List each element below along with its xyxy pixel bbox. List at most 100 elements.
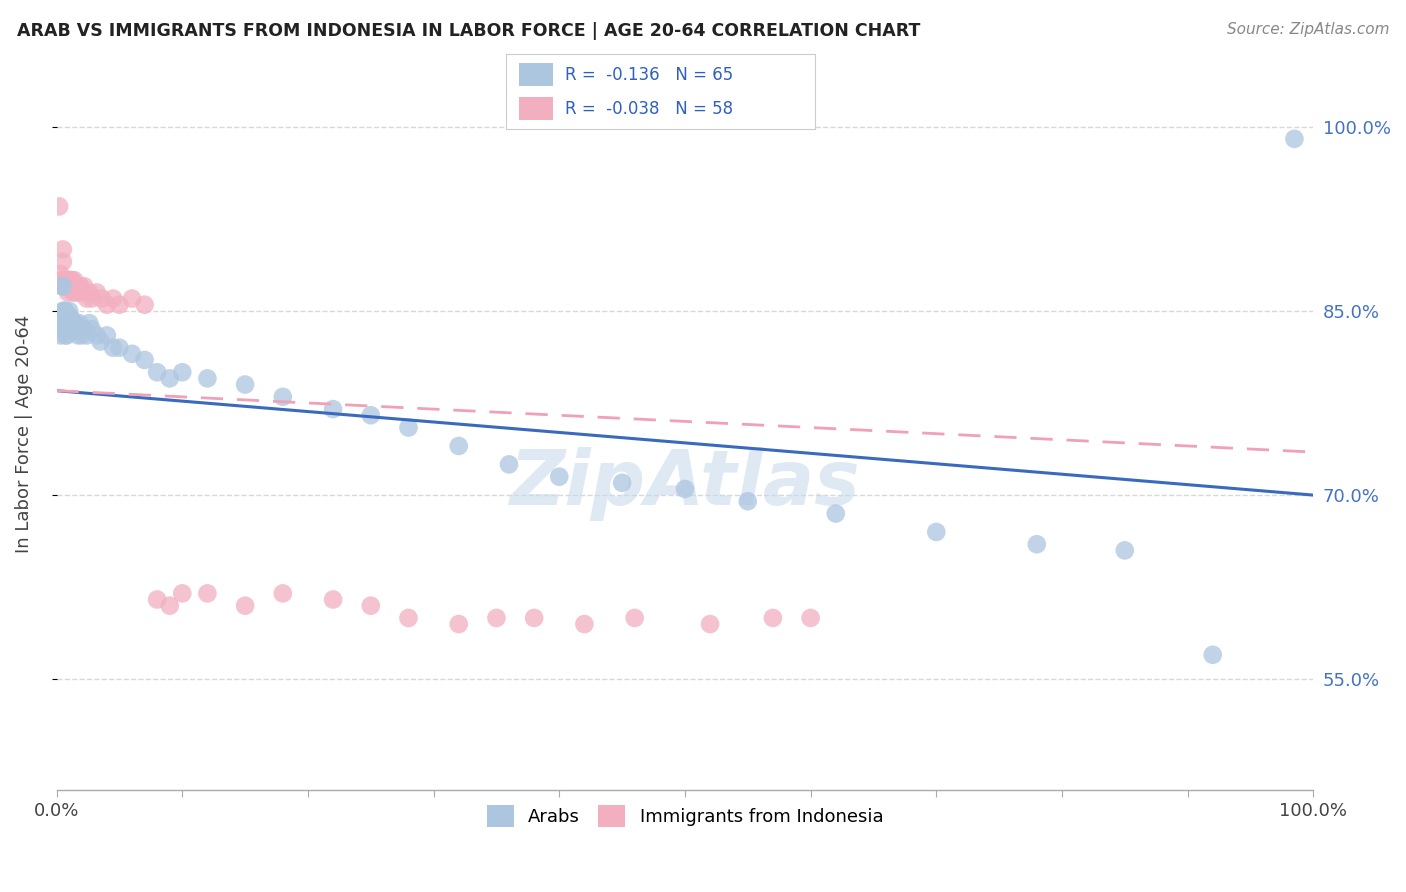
- Point: [108, 341, 131, 355]
- Point: [121, 292, 143, 306]
- Point: [574, 617, 596, 632]
- Point: [233, 599, 256, 613]
- Point: [73, 322, 96, 336]
- Point: [485, 611, 508, 625]
- Point: [55, 310, 77, 324]
- Point: [86, 328, 108, 343]
- Point: [1025, 537, 1047, 551]
- Point: [66, 279, 89, 293]
- Point: [56, 322, 79, 336]
- Point: [197, 371, 219, 385]
- Point: [55, 328, 77, 343]
- Point: [59, 273, 82, 287]
- Text: R =  -0.038   N = 58: R = -0.038 N = 58: [565, 100, 733, 118]
- Point: [610, 475, 633, 490]
- Point: [121, 347, 143, 361]
- Bar: [519, 97, 553, 120]
- Point: [76, 292, 98, 306]
- Text: R =  -0.136   N = 65: R = -0.136 N = 65: [565, 66, 733, 84]
- Bar: [519, 63, 553, 87]
- Point: [69, 322, 91, 336]
- Point: [56, 285, 79, 300]
- Point: [79, 316, 101, 330]
- Point: [548, 469, 571, 483]
- Point: [60, 279, 83, 293]
- Point: [67, 316, 90, 330]
- Point: [762, 611, 785, 625]
- Point: [197, 586, 219, 600]
- Point: [134, 298, 156, 312]
- Point: [53, 273, 76, 287]
- Point: [53, 279, 76, 293]
- Point: [60, 322, 83, 336]
- Point: [62, 316, 84, 330]
- Point: [58, 303, 80, 318]
- Point: [101, 341, 124, 355]
- Point: [56, 316, 79, 330]
- Text: ARAB VS IMMIGRANTS FROM INDONESIA IN LABOR FORCE | AGE 20-64 CORRELATION CHART: ARAB VS IMMIGRANTS FROM INDONESIA IN LAB…: [17, 22, 921, 40]
- Point: [70, 285, 93, 300]
- Point: [52, 243, 75, 257]
- Point: [55, 328, 77, 343]
- Point: [60, 273, 83, 287]
- Point: [80, 292, 103, 306]
- Point: [55, 322, 77, 336]
- Point: [447, 439, 470, 453]
- Point: [90, 292, 112, 306]
- Point: [66, 322, 89, 336]
- Text: Source: ZipAtlas.com: Source: ZipAtlas.com: [1226, 22, 1389, 37]
- Point: [63, 273, 86, 287]
- Point: [55, 273, 77, 287]
- Point: [48, 316, 70, 330]
- Point: [360, 409, 382, 423]
- Point: [159, 371, 181, 385]
- Point: [108, 298, 131, 312]
- Point: [60, 316, 83, 330]
- Point: [58, 310, 80, 324]
- Point: [90, 334, 112, 349]
- Point: [58, 273, 80, 287]
- Point: [59, 279, 82, 293]
- Point: [62, 322, 84, 336]
- Point: [96, 328, 118, 343]
- Point: [55, 316, 77, 330]
- Point: [65, 316, 87, 330]
- Point: [69, 279, 91, 293]
- Point: [65, 279, 87, 293]
- Point: [49, 328, 72, 343]
- Point: [1114, 543, 1136, 558]
- Point: [55, 303, 77, 318]
- Point: [52, 279, 75, 293]
- Point: [55, 273, 77, 287]
- Point: [737, 494, 759, 508]
- Point: [146, 592, 169, 607]
- Point: [134, 353, 156, 368]
- Point: [86, 285, 108, 300]
- Point: [49, 267, 72, 281]
- Point: [51, 279, 73, 293]
- Point: [56, 279, 79, 293]
- Point: [800, 611, 823, 625]
- Point: [498, 458, 520, 472]
- Point: [1202, 648, 1225, 662]
- Point: [53, 316, 76, 330]
- Point: [55, 279, 77, 293]
- Point: [925, 524, 948, 539]
- Point: [523, 611, 546, 625]
- Point: [271, 390, 294, 404]
- Point: [63, 322, 86, 336]
- Point: [70, 328, 93, 343]
- Point: [48, 199, 70, 213]
- Point: [73, 279, 96, 293]
- Point: [56, 273, 79, 287]
- Point: [699, 617, 721, 632]
- Point: [80, 322, 103, 336]
- Point: [447, 617, 470, 632]
- Point: [66, 285, 89, 300]
- Point: [322, 402, 344, 417]
- Point: [172, 586, 194, 600]
- Point: [52, 254, 75, 268]
- Point: [146, 365, 169, 379]
- Point: [59, 310, 82, 324]
- Point: [53, 303, 76, 318]
